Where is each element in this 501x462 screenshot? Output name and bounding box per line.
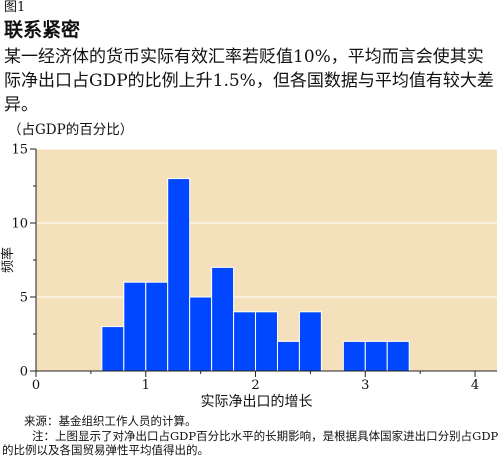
x-tick-label: 3 [361, 378, 369, 393]
chart-title: 联系紧密 [4, 19, 81, 41]
unit-label: （占GDP的百分比） [8, 122, 134, 138]
chart-subtitle: 某一经济体的货币实际有效汇率若贬值10%，平均而言会使其实际净出口占GDP的比例… [4, 47, 494, 115]
histogram-bar [101, 326, 125, 372]
y-tick-label: 15 [11, 143, 28, 158]
footnote: 注：上图显示了对净出口占GDP百分比水平的长期影响，是根据具体国家进出口分别占G… [2, 428, 499, 458]
gridlines [36, 148, 497, 298]
histogram-bar [255, 311, 278, 372]
histogram-bar [364, 340, 388, 372]
x-tick-label: 2 [251, 378, 259, 393]
histogram-bars [101, 178, 410, 372]
histogram-bar [167, 178, 191, 372]
x-tick-label: 4 [471, 378, 479, 393]
histogram-bar [342, 340, 366, 372]
histogram-bar [145, 281, 169, 372]
histogram-bar [386, 340, 410, 372]
x-ticks: 0 1 2 3 4 [32, 371, 479, 393]
y-ticks: 0 5 10 15 [11, 143, 36, 380]
y-axis-label: 频率 [0, 247, 16, 273]
y-tick-label: 0 [20, 365, 28, 380]
chart-footer: 来源：基金组织工作人员的计算。 注：上图显示了对净出口占GDP百分比水平的长期影… [2, 414, 499, 458]
histogram-bar [233, 311, 257, 372]
source-note: 来源：基金组织工作人员的计算。 [24, 414, 197, 428]
figure-label: 图1 [4, 0, 26, 15]
histogram-bar [211, 266, 235, 372]
y-tick-label: 10 [11, 217, 28, 232]
x-axis-label: 实际净出口的增长 [201, 394, 313, 410]
histogram-bar [189, 296, 213, 372]
histogram-bar [123, 281, 147, 372]
histogram-bar [276, 340, 300, 372]
y-tick-label: 5 [20, 291, 28, 306]
histogram-bar [298, 311, 322, 372]
x-tick-label: 1 [142, 378, 150, 393]
x-tick-label: 0 [32, 378, 40, 393]
